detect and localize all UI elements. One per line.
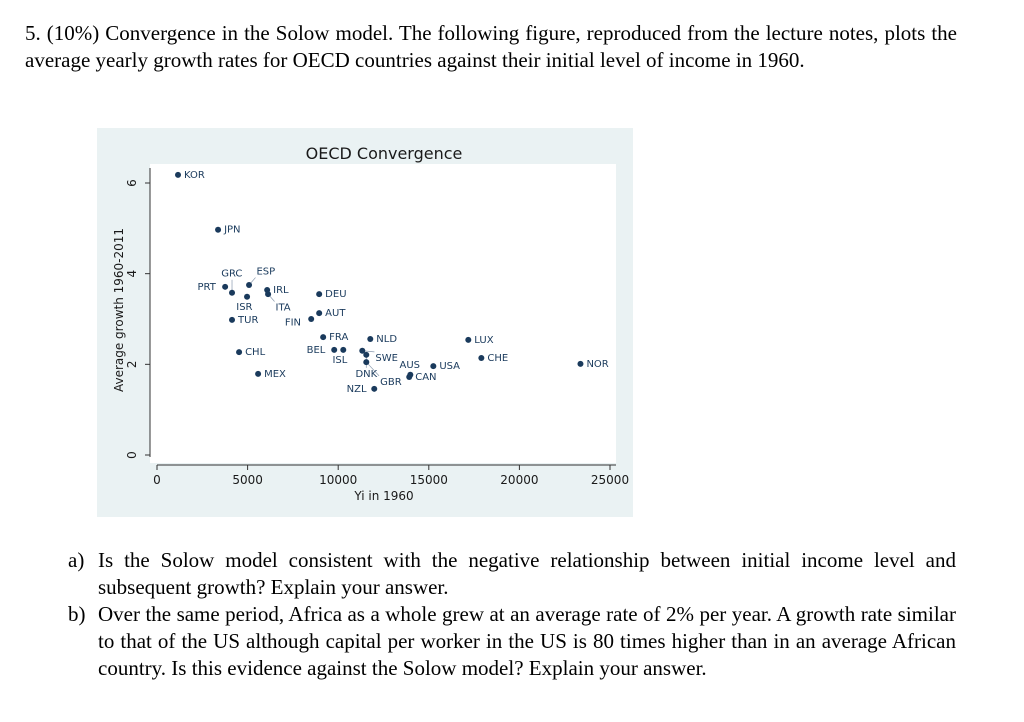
data-point-isl	[340, 346, 347, 353]
data-point-usa	[430, 363, 437, 370]
point-label-isr: ISR	[236, 302, 252, 313]
point-label-isl: ISL	[332, 355, 347, 366]
data-point-can	[406, 374, 413, 381]
y-tick-label: 6	[125, 179, 139, 187]
data-point-swe	[359, 347, 366, 354]
point-label-jpn: JPN	[223, 225, 240, 236]
point-label-dnk: DNK	[355, 369, 377, 380]
point-label-nzl: NZL	[347, 384, 367, 395]
data-point-prt	[222, 283, 229, 290]
plot-area	[150, 164, 616, 463]
point-label-kor: KOR	[184, 170, 205, 181]
point-label-irl: IRL	[273, 285, 289, 296]
data-point-aut	[316, 310, 323, 317]
point-label-bel: BEL	[307, 345, 326, 356]
data-point-tur	[229, 316, 236, 323]
x-tick-label: 5000	[232, 473, 263, 487]
question-intro: 5. (10%) Convergence in the Solow model.…	[25, 21, 957, 72]
data-point-jpn	[215, 226, 222, 233]
point-label-tur: TUR	[237, 315, 258, 326]
y-tick-label: 4	[125, 270, 139, 278]
point-label-deu: DEU	[325, 289, 346, 300]
question-a: a) Is the Solow model consistent with th…	[68, 547, 956, 601]
point-label-prt: PRT	[198, 282, 217, 293]
chart-title: OECD Convergence	[306, 144, 463, 163]
data-point-nzl	[371, 385, 378, 392]
data-point-nld	[367, 335, 374, 342]
label-leader-line	[366, 361, 380, 377]
data-point-bel	[331, 346, 338, 353]
x-axis-label: Yi in 1960	[353, 489, 413, 503]
point-label-esp: ESP	[256, 267, 275, 278]
data-point-fra	[320, 334, 327, 341]
x-tick-label: 15000	[410, 473, 448, 487]
question-text: Over the same period, Africa as a whole …	[98, 602, 956, 680]
point-label-mex: MEX	[264, 369, 286, 380]
point-label-gbr: GBR	[380, 377, 402, 388]
point-label-grc: GRC	[221, 269, 242, 280]
y-tick-label: 2	[125, 361, 139, 369]
point-label-lux: LUX	[474, 335, 493, 346]
question-text: Is the Solow model consistent with the n…	[98, 548, 956, 599]
x-tick-label: 0	[153, 473, 161, 487]
scatter-chart: OECD Convergence Yi in 1960 Average grow…	[97, 128, 633, 517]
data-point-mex	[255, 370, 262, 377]
point-label-fin: FIN	[285, 318, 301, 329]
point-label-aus: AUS	[400, 360, 421, 371]
data-point-che	[478, 354, 485, 361]
data-point-isr	[244, 293, 251, 300]
point-label-nld: NLD	[376, 334, 397, 345]
point-label-nor: NOR	[586, 359, 608, 370]
point-label-che: CHE	[487, 353, 508, 364]
x-tick-label: 20000	[500, 473, 538, 487]
point-label-swe: SWE	[375, 353, 398, 364]
data-point-chl	[236, 349, 243, 356]
point-label-fra: FRA	[329, 332, 348, 343]
data-point-gbr	[363, 359, 370, 366]
point-label-ita: ITA	[276, 303, 291, 314]
question-label: b)	[68, 602, 86, 626]
y-axis-label: Average growth 1960-2011	[112, 228, 126, 392]
data-point-grc	[229, 289, 236, 296]
data-point-deu	[316, 291, 323, 298]
question-b: b) Over the same period, Africa as a who…	[68, 601, 956, 682]
question-label: a)	[68, 548, 85, 572]
data-point-kor	[175, 171, 182, 178]
data-point-nor	[577, 360, 584, 367]
data-point-ita	[265, 291, 272, 298]
data-point-dnk	[363, 351, 370, 358]
point-label-can: CAN	[415, 372, 436, 383]
y-tick-label: 0	[125, 451, 139, 459]
question-list: a) Is the Solow model consistent with th…	[68, 547, 956, 682]
data-point-fin	[308, 316, 315, 322]
x-tick-label: 25000	[591, 473, 629, 487]
oecd-convergence-figure: OECD Convergence Yi in 1960 Average grow…	[97, 128, 633, 517]
data-point-esp	[246, 282, 253, 288]
data-point-lux	[465, 336, 472, 343]
x-tick-label: 10000	[319, 473, 357, 487]
point-label-chl: CHL	[245, 347, 266, 358]
point-label-usa: USA	[439, 361, 460, 372]
point-label-aut: AUT	[325, 308, 346, 319]
